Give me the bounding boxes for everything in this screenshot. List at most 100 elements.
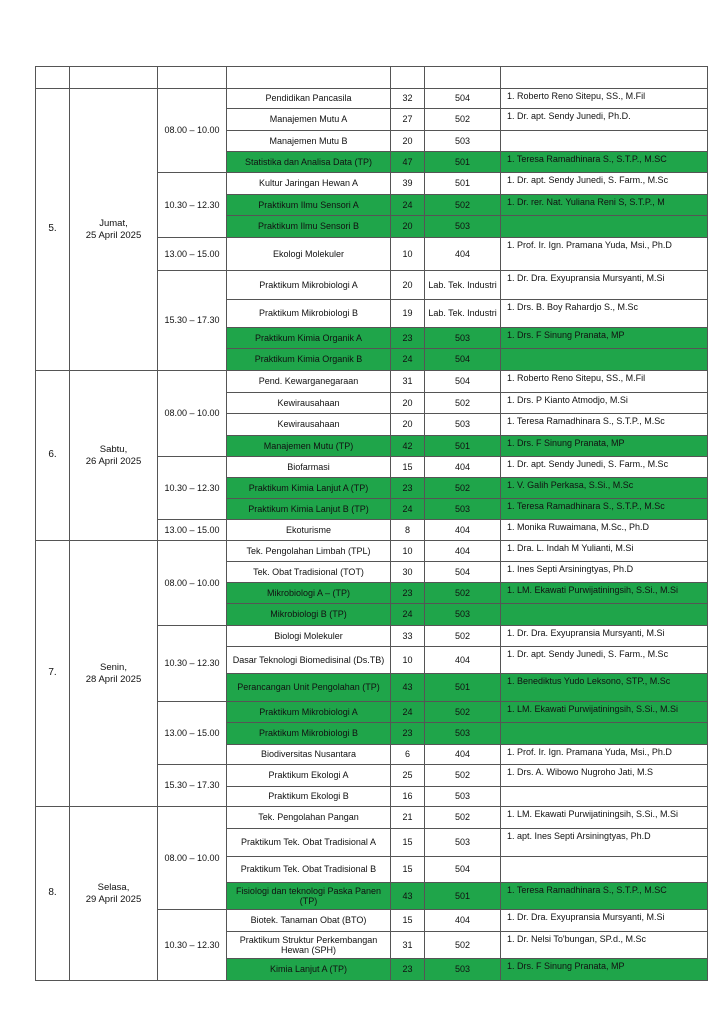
room: 502	[424, 625, 501, 647]
table-row: 10.30 – 12.30 Biofarmasi 15 404 1. Dr. apt. …	[36, 456, 708, 520]
time-slot: 13.00 – 15.00	[157, 701, 227, 765]
table-row: Praktikum Tek. Obat Tradisional B 15 504	[36, 856, 708, 883]
date: 25 April 2025	[85, 229, 142, 241]
course-name: Praktikum Tek. Obat Tradisional B	[226, 856, 391, 883]
lecturer	[500, 215, 708, 238]
student-count: 21	[390, 806, 425, 829]
lecturer: 1. Dr. apt. Sendy Junedi, S. Farm., M.Sc	[500, 172, 708, 195]
table-row: Manajemen Mutu A 27 502 1. Dr. apt. Sendy J…	[36, 108, 708, 131]
room: 503	[424, 958, 501, 981]
student-count: 20	[390, 215, 425, 238]
date: 26 April 2025	[85, 455, 142, 467]
table-row: 13.00 – 15.00 Praktikum Mikrobiologi A 24 5…	[36, 701, 708, 765]
lecturer: 1. Dr. rer. Nat. Yuliana Reni S, S.T.P.,…	[500, 194, 708, 216]
lecturer: 1. Drs. A. Wibowo Nugroho Jati, M.S	[500, 764, 708, 787]
course-name: Praktikum Kimia Organik A	[226, 327, 391, 349]
lecturer: 1. Dr. Dra. Exyupransia Mursyanti, M.Si	[500, 625, 708, 647]
student-count: 32	[390, 88, 425, 109]
student-count: 27	[390, 108, 425, 131]
lecturer	[500, 348, 708, 371]
course-name: Pendidikan Pancasila	[226, 88, 391, 109]
day-date-cell: Sabtu, 26 April 2025	[69, 370, 158, 541]
course-name: Tek. Pengolahan Limbah (TPL)	[226, 540, 391, 562]
day-name: Selasa,	[97, 881, 130, 893]
day-date-cell: Jumat, 25 April 2025	[69, 88, 158, 371]
course-name: Biologi Molekuler	[226, 625, 391, 647]
course-name: Fisiologi dan teknologi Paska Panen (TP)	[226, 882, 391, 910]
student-count: 31	[390, 370, 425, 393]
time-slot: 10.30 – 12.30	[157, 456, 227, 520]
schedule-table: 5. Jumat, 25 April 2025 08.00 – 10.00 Pendid…	[35, 66, 708, 981]
student-count: 15	[390, 909, 425, 932]
lecturer: 1. Teresa Ramadhinara S., S.T.P., M.SC	[500, 882, 708, 910]
table-row: Manajemen Mutu B 20 503	[36, 130, 708, 152]
student-count: 24	[390, 348, 425, 371]
day-date-cell: Senin, 28 April 2025	[69, 540, 158, 807]
student-count: 24	[390, 701, 425, 723]
lecturer: 1. Ines Septi Arsiningtyas, Ph.D	[500, 561, 708, 583]
course-name: Praktikum Kimia Lanjut A (TP)	[226, 477, 391, 499]
table-row: Kewirausahaan 20 503 1. Teresa Ramadhinara …	[36, 413, 708, 436]
room: 504	[424, 561, 501, 583]
student-count: 24	[390, 498, 425, 520]
header-cell	[424, 66, 501, 89]
course-name: Praktikum Kimia Lanjut B (TP)	[226, 498, 391, 520]
time-slot: 15.30 – 17.30	[157, 764, 227, 807]
table-row: Kimia Lanjut A (TP) 23 503 1. Drs. F Sinung…	[36, 958, 708, 981]
room: 502	[424, 701, 501, 723]
table-row: 15.30 – 17.30 Praktikum Mikrobiologi A 20 L…	[36, 270, 708, 371]
header-cell	[500, 66, 708, 89]
room: 404	[424, 646, 501, 674]
table-row: Tek. Obat Tradisional (TOT) 30 504 1. Ines …	[36, 561, 708, 583]
day-number: 5.	[35, 88, 70, 371]
lecturer: 1. LM. Ekawati Purwijatiningsih, S.Si., …	[500, 582, 708, 604]
student-count: 31	[390, 931, 425, 959]
time-slot: 08.00 – 10.00	[157, 540, 227, 626]
student-count: 23	[390, 582, 425, 604]
room: 501	[424, 172, 501, 195]
table-row: Fisiologi dan teknologi Paska Panen (TP)…	[36, 882, 708, 910]
student-count: 39	[390, 172, 425, 195]
student-count: 24	[390, 194, 425, 216]
lecturer: 1. Teresa Ramadhinara S., S.T.P., M.Sc	[500, 413, 708, 436]
table-row: Praktikum Struktur Perkembangan Hewan (S…	[36, 931, 708, 959]
room: 504	[424, 370, 501, 393]
room: 503	[424, 498, 501, 520]
student-count: 20	[390, 413, 425, 436]
course-name: Manajemen Mutu B	[226, 130, 391, 152]
course-name: Pend. Kewarganegaraan	[226, 370, 391, 393]
course-name: Dasar Teknologi Biomedisinal (Ds.TB)	[226, 646, 391, 674]
course-name: Statistika dan Analisa Data (TP)	[226, 151, 391, 173]
course-name: Kultur Jaringan Hewan A	[226, 172, 391, 195]
date: 29 April 2025	[85, 893, 142, 905]
lecturer	[500, 856, 708, 883]
time-slot: 13.00 – 15.00	[157, 519, 227, 541]
time-slot: 10.30 – 12.30	[157, 172, 227, 238]
room: 404	[424, 519, 501, 541]
room: 503	[424, 786, 501, 807]
lecturer: 1. Dr. apt. Sendy Junedi, S. Farm., M.Sc	[500, 646, 708, 674]
student-count: 23	[390, 958, 425, 981]
student-count: 20	[390, 270, 425, 300]
day-number: 7.	[35, 540, 70, 807]
date: 28 April 2025	[85, 673, 142, 685]
time-slot: 13.00 – 15.00	[157, 237, 227, 271]
course-name: Praktikum Mikrobiologi A	[226, 270, 391, 300]
course-name: Praktikum Ilmu Sensori A	[226, 194, 391, 216]
course-name: Praktikum Ekologi B	[226, 786, 391, 807]
table-row: 5. Jumat, 25 April 2025 08.00 – 10.00 Pendid…	[35, 88, 708, 371]
lecturer: 1. Drs. F Sinung Pranata, MP	[500, 958, 708, 981]
room: 502	[424, 931, 501, 959]
lecturer: 1. Teresa Ramadhinara S., S.T.P., M.SC	[500, 151, 708, 173]
room: 504	[424, 348, 501, 371]
header-cell	[390, 66, 425, 89]
course-name: Praktikum Tek. Obat Tradisional A	[226, 828, 391, 857]
time-slot: 08.00 – 10.00	[157, 88, 227, 173]
lecturer: 1. Dr. Nelsi To'bungan, SP.d., M.Sc	[500, 931, 708, 959]
room: 501	[424, 435, 501, 457]
room: 502	[424, 806, 501, 829]
lecturer: 1. Drs. F Sinung Pranata, MP	[500, 435, 708, 457]
room: 503	[424, 828, 501, 857]
day-name: Jumat,	[99, 217, 128, 229]
day-number: 6.	[35, 370, 70, 541]
